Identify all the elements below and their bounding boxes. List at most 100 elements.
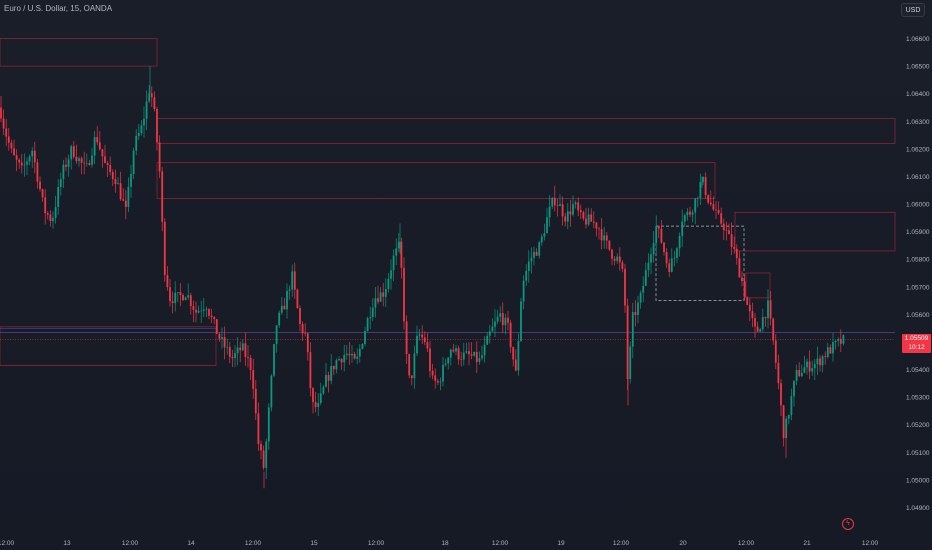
currency-button[interactable]: USD — [901, 3, 925, 17]
candle-body — [218, 333, 221, 339]
lightning-bolt-icon[interactable]: ϟ — [842, 518, 854, 530]
time-axis-label: 20 — [679, 540, 687, 547]
candle-body — [598, 228, 600, 230]
candle-body — [798, 369, 801, 377]
candle-body — [390, 270, 392, 279]
candle-body — [509, 322, 512, 348]
candle-body — [400, 241, 403, 268]
candle-body — [153, 97, 156, 109]
candle-body — [811, 368, 814, 372]
time-axis-label: 15 — [310, 540, 318, 547]
candle-body — [236, 347, 239, 354]
candle-body — [546, 217, 548, 234]
candle-body — [67, 159, 70, 167]
candle-body — [124, 200, 127, 207]
candle-body — [338, 359, 340, 361]
candle-body — [665, 252, 668, 264]
candle-body — [754, 318, 756, 327]
candle-body — [49, 214, 52, 222]
candle-body — [431, 370, 434, 376]
candle-body — [332, 365, 335, 370]
price-axis-label: 1.05100 — [906, 450, 930, 457]
candle-body — [626, 305, 629, 379]
candle-body — [70, 146, 73, 160]
candle-body — [244, 343, 247, 357]
candle-body — [299, 308, 301, 325]
candle-body — [254, 388, 257, 414]
candle-body — [319, 393, 322, 403]
candle-body — [803, 367, 806, 373]
candle-body — [119, 183, 122, 200]
candle-body — [215, 319, 218, 334]
price-axis-label: 1.06100 — [906, 174, 930, 181]
candle-body — [473, 351, 476, 356]
candle-body — [366, 318, 369, 332]
time-axis-label: 12:00 — [613, 540, 630, 547]
candle-body — [468, 351, 470, 355]
price-axis-label: 1.05200 — [906, 422, 930, 429]
candle-body — [678, 235, 681, 249]
candle-body — [540, 236, 543, 243]
candle-body — [634, 312, 637, 315]
candle-body — [548, 206, 551, 218]
price-axis-label: 1.06600 — [906, 36, 930, 43]
candle-body — [161, 171, 164, 222]
candle-body — [309, 352, 312, 389]
candle-body — [657, 226, 660, 229]
candle-body — [691, 212, 694, 215]
candle-body — [75, 156, 78, 162]
time-axis-label: 13 — [63, 540, 71, 547]
candle-body — [132, 150, 135, 175]
candle-body — [150, 93, 153, 98]
candle-body — [374, 298, 377, 308]
candle-body — [405, 321, 408, 355]
candle-body — [826, 347, 829, 358]
candle-body — [135, 135, 138, 151]
candle-body — [65, 164, 67, 167]
candle-body — [564, 216, 567, 222]
candle-body — [293, 271, 296, 290]
candle-body — [197, 310, 200, 313]
candle-body — [465, 351, 468, 353]
candle-body — [403, 267, 405, 322]
candle-body — [774, 340, 777, 363]
candle-body — [748, 304, 751, 312]
candle-body — [808, 361, 811, 372]
candle-body — [330, 365, 333, 381]
price-axis-label: 1.05400 — [906, 367, 930, 374]
candle-body — [436, 380, 439, 383]
candle-body — [418, 334, 421, 336]
candle-body — [340, 359, 343, 363]
candle-body — [621, 262, 624, 269]
candle-body — [101, 149, 104, 157]
candle-body — [813, 364, 816, 369]
candle-body — [382, 292, 385, 297]
candle-body — [176, 292, 179, 293]
candle-body — [816, 358, 819, 365]
candle-body — [642, 285, 645, 293]
candle-body — [223, 337, 226, 348]
candle-body — [478, 358, 481, 362]
candle-body — [647, 262, 650, 271]
candle-body — [234, 353, 236, 359]
candle-body — [501, 313, 504, 326]
price-axis-label: 1.05800 — [906, 257, 930, 264]
candle-body — [260, 443, 262, 451]
candle-body — [275, 325, 278, 345]
candle-body — [195, 309, 197, 313]
candle-body — [556, 205, 559, 206]
candle-body — [462, 352, 465, 360]
candle-body — [709, 202, 712, 205]
candle-body — [650, 254, 652, 263]
candle-body — [273, 344, 275, 376]
candle-body — [5, 128, 8, 137]
candle-body — [475, 351, 478, 362]
candle-body — [439, 381, 442, 383]
candle-body — [348, 353, 351, 356]
time-axis-label: 19 — [557, 540, 565, 547]
candle-body — [111, 171, 114, 180]
candle-body — [288, 289, 291, 291]
time-axis-label: 12:00 — [492, 540, 509, 547]
